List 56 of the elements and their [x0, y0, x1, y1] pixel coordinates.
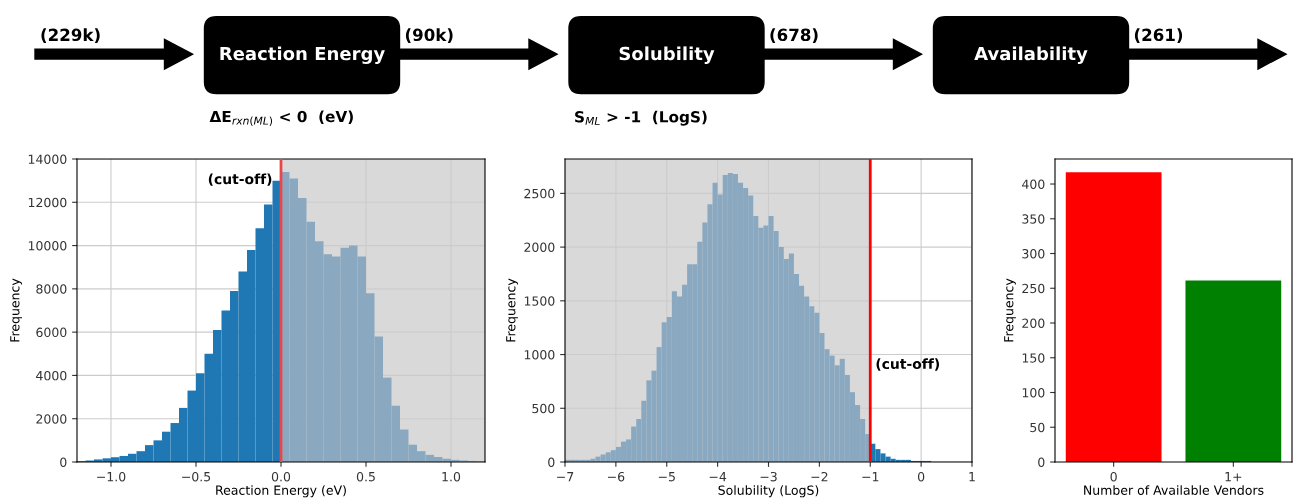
x-axis-title: Reaction Energy (eV)	[216, 485, 346, 498]
x-tick-label: −1	[862, 472, 879, 482]
x-tick-label: 0	[1110, 471, 1117, 482]
x-tick-label: 1+	[1225, 472, 1242, 482]
y-tick-label: 0	[548, 457, 555, 467]
ref-line-label: (cut-off)	[208, 173, 272, 186]
x-tick-label: −4	[709, 472, 727, 482]
text: ΔE$_{rxn(ML)}$ < 0 (eV)	[209, 110, 353, 126]
x-tick-label: 1	[969, 472, 975, 482]
y-tick-label: 10000	[28, 241, 67, 251]
x-tick-label: −5	[658, 472, 675, 482]
y-axis-title: Frequency	[10, 278, 22, 342]
y-tick-label: 100	[1022, 387, 1045, 398]
category-label: Availability	[974, 46, 1088, 64]
y-tick-label: 300	[1022, 248, 1045, 259]
category-label: Reaction Energy	[220, 46, 385, 64]
x-tick-label: −6	[607, 471, 625, 482]
y-tick-label: 14000	[28, 154, 67, 164]
x-axis-title: Solubility (LogS)	[718, 485, 819, 498]
y-tick-label: 1500	[524, 296, 555, 306]
y-tick-label: 50	[1030, 422, 1045, 433]
y-tick-label: 150	[1022, 353, 1045, 363]
y-axis-title: Frequency	[506, 278, 518, 342]
y-tick-label: 0	[1038, 457, 1045, 467]
ref-line-label: (cut-off)	[876, 358, 939, 371]
category-label: Solubility	[619, 46, 715, 64]
x-tick-label: −3	[760, 471, 777, 482]
y-tick-label: 0	[60, 457, 67, 467]
y-tick-label: 2000	[524, 242, 555, 253]
y-tick-label: 1000	[524, 350, 555, 360]
x-tick-label: 0	[917, 471, 925, 482]
text: S$_{ML}$ > -1 (LogS)	[575, 110, 707, 126]
x-tick-label: 0.5	[356, 471, 375, 482]
x-tick-label: −1.0	[97, 471, 126, 482]
text: (90k)	[405, 28, 453, 44]
x-tick-label: −7	[557, 472, 574, 482]
y-tick-label: 12000	[28, 197, 67, 208]
x-tick-label: −0.5	[182, 471, 211, 482]
text: (261)	[1134, 28, 1183, 44]
y-tick-label: 2500	[524, 188, 555, 199]
text: (229k)	[41, 28, 100, 44]
y-tick-label: 400	[1022, 179, 1045, 189]
x-tick-label: 0.0	[271, 471, 291, 482]
text: (678)	[770, 28, 818, 44]
y-tick-label: 8000	[36, 284, 67, 294]
x-tick-label: −2	[811, 471, 828, 482]
y-tick-label: 2000	[36, 414, 67, 424]
y-axis-title: Frequency	[1004, 278, 1016, 342]
y-tick-label: 6000	[36, 327, 67, 338]
y-tick-label: 250	[1022, 283, 1045, 294]
y-tick-label: 200	[1022, 318, 1045, 328]
x-tick-label: 1.0	[442, 471, 461, 482]
y-tick-label: 4000	[36, 370, 67, 381]
y-tick-label: 350	[1022, 214, 1045, 224]
x-axis-title: Number of Available Vendors	[1084, 485, 1264, 495]
y-tick-label: 500	[532, 403, 555, 414]
